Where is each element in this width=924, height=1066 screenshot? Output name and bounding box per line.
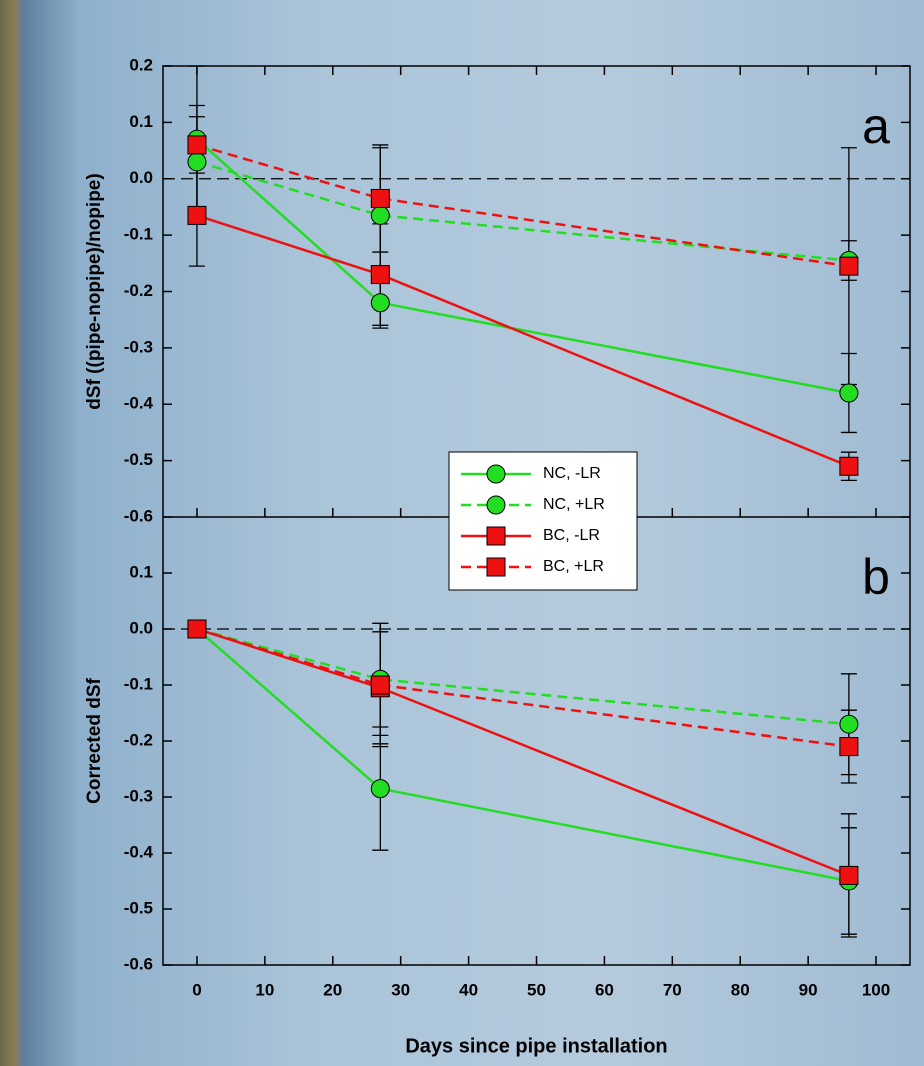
x-tick-label: 90 — [799, 980, 818, 999]
y-tick-label: 0.1 — [129, 562, 153, 581]
marker — [187, 205, 207, 225]
x-axis-label: Days since pipe installation — [405, 1035, 667, 1057]
marker — [839, 456, 859, 476]
marker — [839, 865, 859, 885]
legend-marker — [486, 557, 506, 577]
series-line — [196, 138, 850, 395]
x-tick-label: 20 — [323, 980, 342, 999]
marker — [839, 383, 859, 403]
y-tick-label: 0.0 — [129, 618, 153, 637]
y-tick-label: 0.1 — [129, 112, 153, 131]
legend-marker — [486, 495, 506, 515]
marker — [370, 779, 390, 799]
marker — [370, 205, 390, 225]
y-tick-label: -0.3 — [124, 337, 153, 356]
marker — [370, 675, 390, 695]
y-tick-label: -0.5 — [124, 898, 153, 917]
legend-marker — [486, 526, 506, 546]
y-tick-label: -0.1 — [124, 674, 153, 693]
x-tick-label: 10 — [255, 980, 274, 999]
series-line — [196, 628, 850, 883]
y-tick-label: 0.2 — [129, 55, 153, 74]
series-line — [196, 627, 850, 877]
x-tick-label: 50 — [527, 980, 546, 999]
x-tick-label: 100 — [862, 980, 890, 999]
y-axis-label: Corrected dSf — [84, 678, 105, 804]
y-tick-label: -0.4 — [124, 394, 154, 413]
x-tick-label: 40 — [459, 980, 478, 999]
legend-label: BC, +LR — [543, 558, 604, 575]
series-line — [196, 627, 850, 748]
y-tick-label: -0.2 — [124, 730, 153, 749]
y-axis-label: dSf ((pipe-nopipe)/nopipe) — [84, 173, 105, 409]
panel-label: b — [862, 549, 890, 605]
marker — [839, 737, 859, 757]
series-line — [196, 627, 850, 726]
y-tick-label: -0.1 — [124, 225, 153, 244]
y-tick-label: -0.6 — [124, 954, 153, 973]
y-tick-label: -0.2 — [124, 281, 153, 300]
x-tick-label: 70 — [663, 980, 682, 999]
marker — [187, 135, 207, 155]
legend: NC, -LR NC, +LR BC, -LR BC, +LR — [448, 451, 638, 591]
panel-label: a — [862, 98, 890, 154]
y-tick-label: 0.0 — [129, 168, 153, 187]
marker — [370, 265, 390, 285]
x-tick-label: 60 — [595, 980, 614, 999]
x-tick-label: 80 — [731, 980, 750, 999]
x-tick-label: 30 — [391, 980, 410, 999]
series-line — [196, 160, 850, 262]
legend-label: NC, +LR — [543, 496, 605, 513]
legend-label: NC, -LR — [543, 465, 601, 482]
y-tick-label: -0.6 — [124, 506, 153, 525]
legend-label: BC, -LR — [543, 527, 600, 544]
legend-marker — [486, 464, 506, 484]
y-tick-label: -0.4 — [124, 842, 154, 861]
marker — [187, 152, 207, 172]
marker — [839, 256, 859, 276]
marker — [839, 714, 859, 734]
marker — [187, 619, 207, 639]
marker — [370, 293, 390, 313]
y-tick-label: -0.5 — [124, 450, 153, 469]
x-tick-label: 0 — [192, 980, 201, 999]
marker — [370, 188, 390, 208]
y-tick-label: -0.3 — [124, 786, 153, 805]
